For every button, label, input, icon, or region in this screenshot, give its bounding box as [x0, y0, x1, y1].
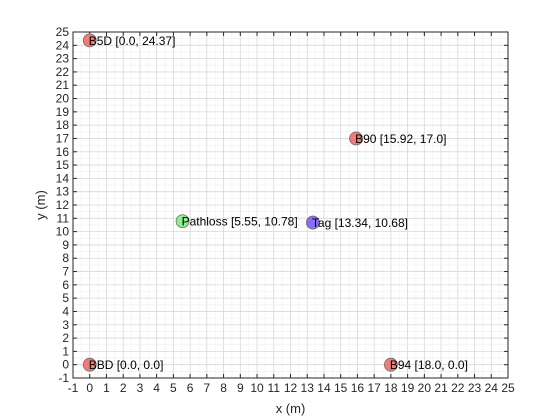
y-axis-label: y (m) — [33, 190, 48, 220]
y-tick-label: 13 — [56, 185, 70, 199]
y-tick-label: 16 — [56, 145, 70, 159]
y-tick-label: 14 — [56, 171, 70, 185]
y-tick-label: 0 — [62, 358, 69, 372]
x-tick-label: 4 — [153, 381, 160, 395]
data-points: B5D [0.0, 24.37] B90 [15.92, 17.0] BBD [0.… — [82, 33, 468, 372]
y-axis-ticks: -101234567891011121314151617181920212223… — [56, 25, 508, 385]
point-b5d — [82, 33, 97, 48]
x-tick-label: 25 — [501, 381, 515, 395]
x-tick-label: 22 — [451, 381, 465, 395]
x-tick-label: -1 — [68, 381, 79, 395]
point-b94 — [383, 357, 398, 372]
y-tick-label: 12 — [56, 198, 70, 212]
y-tick-label: 6 — [62, 278, 69, 292]
y-tick-label: 2 — [62, 331, 69, 345]
point-bbd — [82, 357, 97, 372]
x-tick-label: 11 — [268, 381, 281, 395]
x-tick-label: 3 — [137, 381, 144, 395]
point-label-b90: B90 [15.92, 17.0] — [355, 132, 446, 146]
y-tick-label: 1 — [62, 344, 69, 358]
x-tick-label: 19 — [401, 381, 415, 395]
y-tick-label: 19 — [56, 105, 70, 119]
point-b90 — [349, 131, 363, 146]
point-label-b5d: B5D [0.0, 24.37] — [89, 34, 176, 48]
y-tick-label: 15 — [56, 158, 70, 172]
point-label-bbd: BBD [0.0, 0.0] — [89, 358, 164, 372]
y-tick-label: 17 — [56, 131, 70, 145]
point-label-pathloss: Pathloss [5.55, 10.78] — [182, 215, 298, 229]
x-tick-label: 15 — [334, 381, 348, 395]
y-tick-label: 10 — [56, 225, 70, 239]
x-tick-label: 1 — [103, 381, 110, 395]
y-tick-label: 11 — [57, 211, 70, 225]
y-tick-label: 22 — [56, 65, 70, 79]
x-tick-label: 20 — [418, 381, 432, 395]
x-tick-label: 21 — [434, 381, 448, 395]
x-tick-label: 2 — [120, 381, 127, 395]
y-tick-label: 24 — [56, 38, 70, 52]
point-label-b94: B94 [18.0, 0.0] — [390, 358, 468, 372]
y-tick-label: 21 — [56, 78, 70, 92]
point-label-tag: Tag [13.34, 10.68] — [312, 216, 408, 230]
major-grid — [72, 31, 509, 379]
y-tick-label: -1 — [58, 371, 69, 385]
x-tick-label: 24 — [485, 381, 499, 395]
point-pathloss — [175, 214, 190, 229]
x-axis-label: x (m) — [276, 401, 306, 416]
x-tick-label: 5 — [170, 381, 177, 395]
y-tick-label: 7 — [62, 265, 69, 279]
x-tick-label: 18 — [384, 381, 398, 395]
x-tick-label: 7 — [204, 381, 211, 395]
x-tick-label: 9 — [237, 381, 244, 395]
y-tick-label: 18 — [56, 118, 70, 132]
y-tick-label: 20 — [56, 92, 70, 106]
x-tick-label: 13 — [301, 381, 315, 395]
x-tick-label: 23 — [468, 381, 482, 395]
point-tag — [306, 215, 320, 230]
x-tick-label: 14 — [317, 381, 331, 395]
x-tick-label: 8 — [220, 381, 227, 395]
x-tick-label: 0 — [86, 381, 93, 395]
x-tick-label: 12 — [284, 381, 298, 395]
y-tick-label: 25 — [56, 25, 70, 39]
y-tick-label: 3 — [62, 318, 69, 332]
x-tick-label: 17 — [367, 381, 381, 395]
x-tick-label: 10 — [250, 381, 264, 395]
y-tick-label: 9 — [62, 238, 69, 252]
y-tick-label: 5 — [62, 291, 69, 305]
y-tick-label: 8 — [62, 251, 69, 265]
x-tick-label: 6 — [187, 381, 194, 395]
x-axis-ticks: -1 0 1 2 3 4 5 6 7 8 9 10 11 12 13 14 15 16 17 18 19 20 21 22 23… — [68, 32, 515, 395]
x-tick-label: 16 — [351, 381, 365, 395]
y-tick-label: 4 — [62, 304, 69, 318]
y-tick-label: 23 — [56, 52, 70, 66]
